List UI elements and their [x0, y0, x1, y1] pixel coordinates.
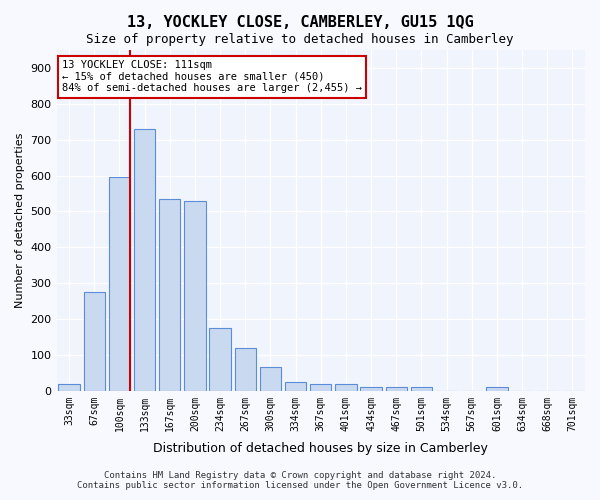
Bar: [235, 348, 256, 391]
Bar: [58, 384, 80, 391]
Text: 13, YOCKLEY CLOSE, CAMBERLEY, GU15 1QG: 13, YOCKLEY CLOSE, CAMBERLEY, GU15 1QG: [127, 15, 473, 30]
Bar: [260, 368, 281, 391]
Bar: [335, 384, 356, 391]
Bar: [109, 178, 130, 391]
X-axis label: Distribution of detached houses by size in Camberley: Distribution of detached houses by size …: [154, 442, 488, 455]
Bar: [184, 200, 206, 391]
Bar: [361, 387, 382, 391]
Y-axis label: Number of detached properties: Number of detached properties: [15, 132, 25, 308]
Bar: [209, 328, 231, 391]
Bar: [83, 292, 105, 391]
Bar: [310, 384, 331, 391]
Bar: [285, 382, 307, 391]
Bar: [134, 129, 155, 391]
Bar: [411, 387, 432, 391]
Bar: [386, 387, 407, 391]
Text: Size of property relative to detached houses in Camberley: Size of property relative to detached ho…: [86, 32, 514, 46]
Text: Contains HM Land Registry data © Crown copyright and database right 2024.
Contai: Contains HM Land Registry data © Crown c…: [77, 470, 523, 490]
Text: 13 YOCKLEY CLOSE: 111sqm
← 15% of detached houses are smaller (450)
84% of semi-: 13 YOCKLEY CLOSE: 111sqm ← 15% of detach…: [62, 60, 362, 94]
Bar: [159, 199, 181, 391]
Bar: [486, 387, 508, 391]
